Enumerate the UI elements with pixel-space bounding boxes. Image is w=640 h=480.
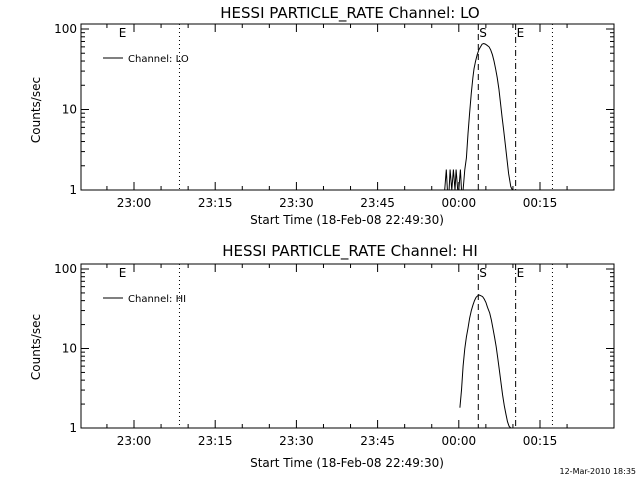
x-tick-label: 23:15 xyxy=(198,434,233,448)
chart-panel-lo: HESSI PARTICLE_RATE Channel: LO Counts/s… xyxy=(29,4,615,227)
chart-title: HESSI PARTICLE_RATE Channel: HI xyxy=(222,242,478,261)
footer-timestamp: 12-Mar-2010 18:35 xyxy=(560,467,637,476)
x-axis-label: Start Time (18-Feb-08 22:49:30) xyxy=(250,456,444,470)
plot-border xyxy=(80,23,615,191)
legend: Channel: HI xyxy=(103,294,186,305)
y-tick-labels: 1 10 100 xyxy=(54,22,77,197)
x-axis-label: Start Time (18-Feb-08 22:49:30) xyxy=(250,213,444,227)
data-series xyxy=(444,42,526,191)
x-tick-label: 00:00 xyxy=(442,434,477,448)
y-axis-label: Counts/sec xyxy=(29,314,43,380)
x-tick-labels: 23:00 23:15 23:30 23:45 00:00 00:15 xyxy=(117,196,558,210)
event-marker-label: S xyxy=(479,26,487,40)
y-axis-label: Counts/sec xyxy=(29,77,43,143)
event-marker-label: E xyxy=(119,26,127,40)
event-marker-label: E xyxy=(119,266,127,280)
series-line xyxy=(459,294,518,429)
chart-panel-hi: HESSI PARTICLE_RATE Channel: HI Counts/s… xyxy=(29,242,615,470)
y-tick-label: 10 xyxy=(62,103,77,117)
y-tick-label: 1 xyxy=(69,183,77,197)
x-tick-label: 23:30 xyxy=(279,196,314,210)
y-tick-labels: 1 10 100 xyxy=(54,262,77,435)
legend-label: Channel: LO xyxy=(128,54,189,65)
plot-frame xyxy=(80,23,615,191)
x-tick-labels: 23:00 23:15 23:30 23:45 00:00 00:15 xyxy=(117,434,558,448)
x-tick-label: 23:00 xyxy=(117,434,152,448)
x-tick-label: 00:15 xyxy=(523,196,558,210)
x-tick-label: 23:45 xyxy=(360,196,395,210)
y-tick-label: 10 xyxy=(62,342,77,356)
x-tick-label: 00:15 xyxy=(523,434,558,448)
event-marker-label: S xyxy=(479,266,487,280)
event-marker-label: E xyxy=(517,266,525,280)
data-series xyxy=(459,294,518,429)
y-tick-label: 100 xyxy=(54,262,77,276)
event-marker-label: E xyxy=(517,26,525,40)
y-tick-label: 1 xyxy=(69,421,77,435)
x-tick-label: 23:15 xyxy=(198,196,233,210)
x-tick-label: 23:00 xyxy=(117,196,152,210)
x-tick-label: 00:00 xyxy=(442,196,477,210)
plot-frame xyxy=(80,263,615,429)
plot-border xyxy=(80,263,615,429)
chart-title: HESSI PARTICLE_RATE Channel: LO xyxy=(220,4,479,23)
legend: Channel: LO xyxy=(103,54,189,65)
x-tick-label: 23:30 xyxy=(279,434,314,448)
x-tick-label: 23:45 xyxy=(360,434,395,448)
y-tick-label: 100 xyxy=(54,22,77,36)
legend-label: Channel: HI xyxy=(128,294,186,305)
series-line xyxy=(444,42,526,191)
